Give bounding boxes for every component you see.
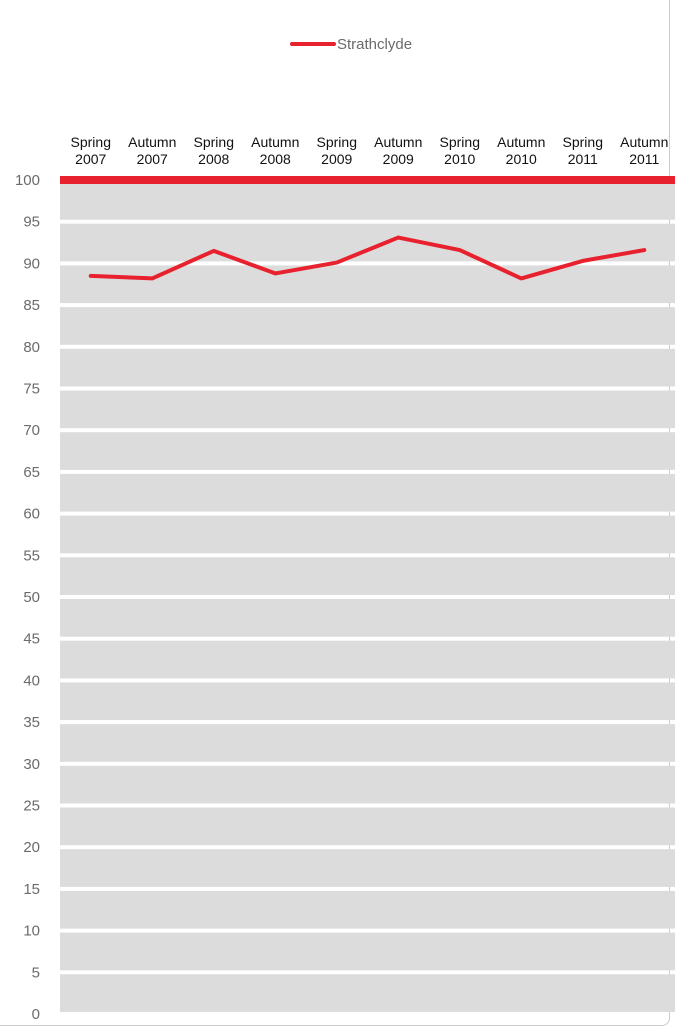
plot-band <box>60 849 675 887</box>
plot-band <box>60 724 675 762</box>
plot-band <box>60 807 675 846</box>
y-tick-label: 60 <box>23 506 40 523</box>
plot-band <box>60 432 675 470</box>
x-tick-label: Spring 2009 <box>317 134 357 167</box>
x-tick-label: Autumn 2009 <box>374 134 422 167</box>
plot-band <box>60 223 675 262</box>
y-tick-label: 30 <box>23 756 40 773</box>
y-tick-label: 55 <box>23 547 40 564</box>
x-tick-label: Autumn 2007 <box>128 134 176 167</box>
y-tick-label: 50 <box>23 589 40 606</box>
y-tick-label: 45 <box>23 631 40 648</box>
y-tick-label: 85 <box>23 297 40 314</box>
x-tick-label: Spring 2010 <box>440 134 480 167</box>
y-tick-label: 15 <box>23 881 40 898</box>
series-line <box>88 235 647 281</box>
y-tick-label: 65 <box>23 464 40 481</box>
plot-band <box>60 473 675 512</box>
y-tick-label: 100 <box>15 172 40 189</box>
x-tick-label: Autumn 2008 <box>251 134 299 167</box>
y-tick-label: 0 <box>32 1006 40 1023</box>
y-tick-label: 95 <box>23 214 40 231</box>
y-tick-label: 70 <box>23 422 40 439</box>
plot-band <box>60 599 675 637</box>
y-tick-label: 90 <box>23 255 40 272</box>
y-tick-label: 75 <box>23 381 40 398</box>
legend-label: Strathclyde <box>337 36 412 53</box>
plot-band <box>60 390 675 429</box>
top-scale-line <box>60 176 675 184</box>
y-tick-label: 40 <box>23 672 40 689</box>
plot-band <box>60 890 675 929</box>
x-tick-label: Spring 2008 <box>194 134 234 167</box>
x-tick-label: Spring 2007 <box>71 134 111 167</box>
y-tick-label: 80 <box>23 339 40 356</box>
plot-band <box>60 515 675 554</box>
x-tick-label: Autumn 2011 <box>620 134 668 167</box>
plot-band <box>60 932 675 971</box>
plot-band <box>60 348 675 387</box>
x-tick-label: Autumn 2010 <box>497 134 545 167</box>
y-tick-label: 35 <box>23 714 40 731</box>
plot-band <box>60 182 675 220</box>
plot-band <box>60 265 675 304</box>
plot-band <box>60 640 675 679</box>
plot-band <box>60 974 675 1012</box>
y-tick-label: 20 <box>23 839 40 856</box>
plot-band <box>60 557 675 595</box>
y-tick-label: 5 <box>32 964 40 981</box>
y-tick-label: 25 <box>23 798 40 815</box>
plot-band <box>60 307 675 345</box>
plot-band <box>60 765 675 804</box>
plot-band <box>60 682 675 721</box>
x-tick-label: Spring 2011 <box>563 134 603 167</box>
y-tick-label: 10 <box>23 923 40 940</box>
